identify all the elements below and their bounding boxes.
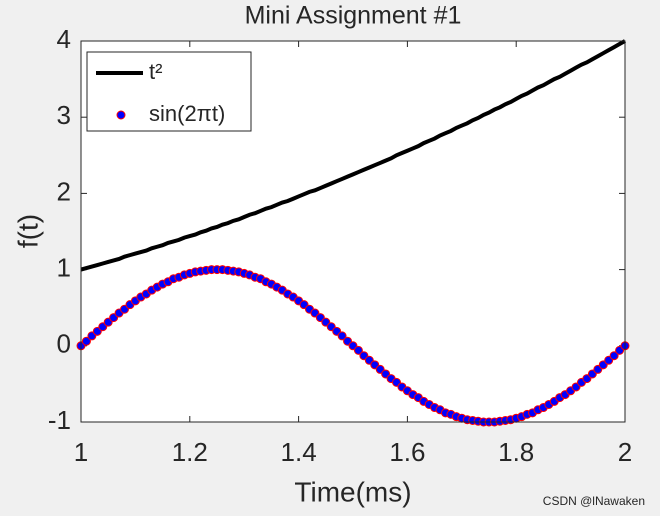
y-tick-label: -1 — [48, 405, 71, 435]
x-tick-label: 1.4 — [281, 437, 317, 467]
chart-title: Mini Assignment #1 — [245, 2, 462, 30]
x-tick-label: 1.8 — [498, 437, 534, 467]
x-tick-label: 1.6 — [389, 437, 425, 467]
y-tick-label: 4 — [57, 24, 71, 54]
data-point — [81, 336, 91, 346]
series-line — [80, 39, 626, 272]
legend-label: t² — [149, 59, 162, 84]
axes-box — [80, 40, 626, 423]
legend-box — [86, 51, 252, 132]
data-point — [609, 351, 619, 361]
y-tick-label: 2 — [57, 176, 71, 206]
y-tick-label: 1 — [57, 252, 71, 282]
data-point — [337, 331, 347, 341]
y-axis-label: f(t) — [12, 214, 43, 248]
x-tick-label: 1.2 — [172, 437, 208, 467]
y-tick-label: 0 — [57, 329, 71, 359]
x-tick-label: 1 — [74, 437, 88, 467]
x-axis-label: Time(ms) — [294, 476, 411, 507]
data-point — [353, 345, 363, 355]
watermark: CSDN @lNawaken — [543, 494, 645, 508]
legend-label: sin(2πt) — [149, 101, 225, 126]
x-tick-label: 2 — [618, 437, 632, 467]
legend-swatch — [116, 110, 126, 120]
y-tick-label: 3 — [57, 100, 71, 130]
